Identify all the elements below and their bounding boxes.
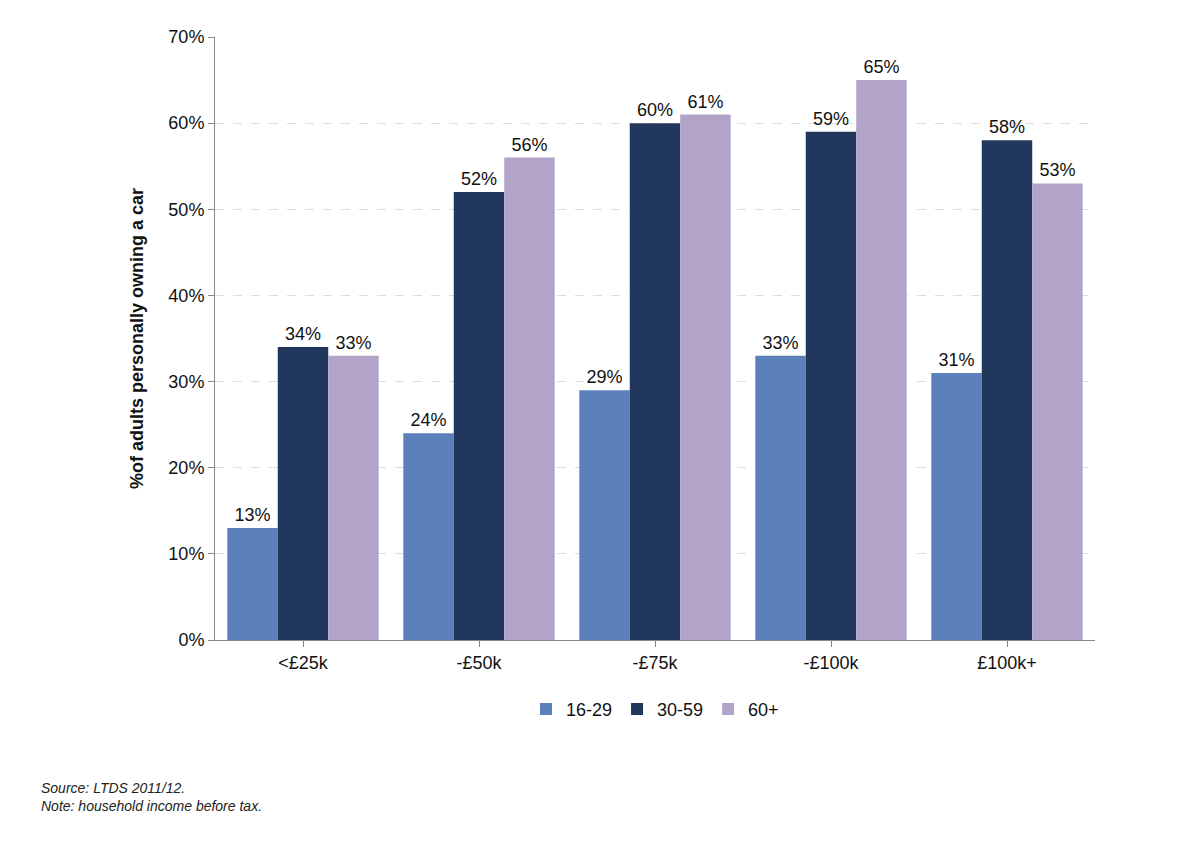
svg-text:60+: 60+ [748,700,779,720]
svg-text:-£50k: -£50k [456,653,502,673]
svg-text:61%: 61% [687,92,723,112]
svg-text:40%: 40% [168,286,204,306]
svg-text:Note: household income before: Note: household income before tax. [41,798,262,814]
svg-text:58%: 58% [989,117,1025,137]
svg-text:20%: 20% [168,458,204,478]
svg-text:56%: 56% [511,135,547,155]
svg-text:Source: LTDS 2011/12.: Source: LTDS 2011/12. [41,780,185,796]
svg-text:34%: 34% [285,324,321,344]
svg-text:-£100k: -£100k [803,653,859,673]
svg-text:10%: 10% [168,544,204,564]
svg-text:13%: 13% [235,505,271,525]
svg-text:16-29: 16-29 [566,700,612,720]
svg-text:31%: 31% [939,350,975,370]
svg-text:33%: 33% [763,333,799,353]
svg-text:%of adults personally owning a: %of adults personally owning a car [127,188,147,489]
svg-text:0%: 0% [178,630,204,650]
svg-text:33%: 33% [335,333,371,353]
svg-text:£100k+: £100k+ [977,653,1037,673]
svg-text:50%: 50% [168,200,204,220]
svg-text:-£75k: -£75k [632,653,678,673]
svg-text:24%: 24% [411,410,447,430]
svg-text:60%: 60% [168,113,204,133]
svg-text:<£25k: <£25k [278,653,329,673]
svg-text:52%: 52% [461,169,497,189]
svg-text:59%: 59% [813,109,849,129]
svg-text:70%: 70% [168,27,204,47]
svg-text:60%: 60% [637,100,673,120]
svg-text:29%: 29% [587,367,623,387]
svg-text:30-59: 30-59 [657,700,703,720]
svg-text:53%: 53% [1039,160,1075,180]
svg-text:65%: 65% [863,57,899,77]
svg-text:30%: 30% [168,372,204,392]
